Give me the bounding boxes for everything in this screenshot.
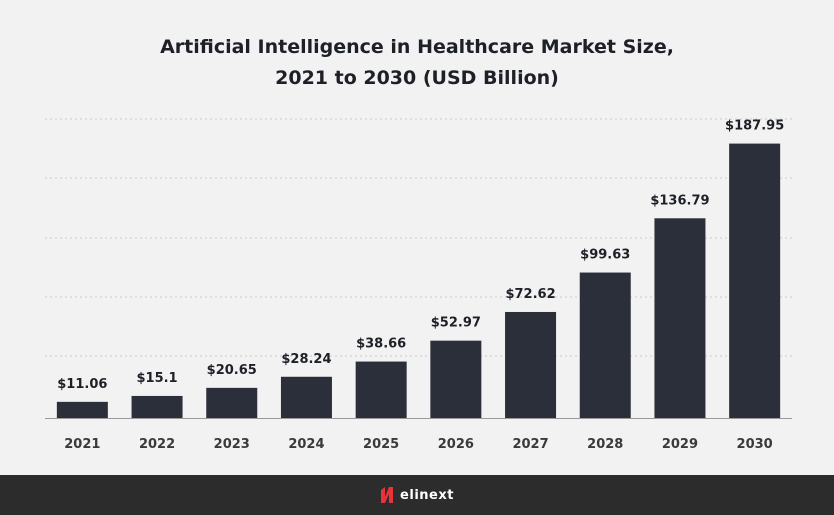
bar-2028 xyxy=(579,272,631,418)
footer-bar: elinext xyxy=(0,475,834,515)
bar-2030 xyxy=(729,143,781,418)
chart-title-line-1: Artificial Intelligence in Healthcare Ma… xyxy=(160,36,674,58)
data-label-2029: $136.79 xyxy=(650,193,709,208)
data-label-2022: $15.1 xyxy=(136,371,177,386)
chart-title-line-2: 2021 to 2030 (USD Billion) xyxy=(275,67,559,89)
bar-2023 xyxy=(206,387,258,418)
x-tick-2026: 2026 xyxy=(438,437,474,452)
x-tick-2028: 2028 xyxy=(587,437,623,452)
data-label-2021: $11.06 xyxy=(57,377,107,392)
bar-2022 xyxy=(131,395,183,418)
bar-2029 xyxy=(654,218,706,418)
bar-2024 xyxy=(280,376,332,418)
bar-2027 xyxy=(505,311,557,418)
chart-title: Artificial Intelligence in Healthcare Ma… xyxy=(0,32,834,94)
bar-chart: $11.06 2021 $15.1 2022 $20.65 2023 $28.24 2024 $… xyxy=(45,118,792,452)
elinext-logo: elinext xyxy=(380,486,454,504)
x-tick-2024: 2024 xyxy=(288,437,324,452)
x-tick-2025: 2025 xyxy=(363,437,399,452)
x-tick-2022: 2022 xyxy=(139,437,175,452)
data-label-2025: $38.66 xyxy=(356,337,406,352)
x-tick-2029: 2029 xyxy=(662,437,698,452)
data-label-2027: $72.62 xyxy=(505,287,555,302)
x-tick-2021: 2021 xyxy=(64,437,100,452)
elinext-logo-icon xyxy=(381,487,394,503)
bar-2021 xyxy=(56,401,108,418)
data-label-2030: $187.95 xyxy=(725,119,784,134)
data-label-2023: $20.65 xyxy=(207,363,257,378)
elinext-logo-text: elinext xyxy=(400,487,454,503)
x-tick-2023: 2023 xyxy=(214,437,250,452)
data-label-2026: $52.97 xyxy=(431,316,481,331)
x-tick-2030: 2030 xyxy=(737,437,773,452)
bar-2026 xyxy=(430,340,482,418)
x-tick-2027: 2027 xyxy=(512,437,548,452)
bar-2025 xyxy=(355,361,407,418)
data-label-2028: $99.63 xyxy=(580,248,630,263)
data-label-2024: $28.24 xyxy=(281,352,331,367)
